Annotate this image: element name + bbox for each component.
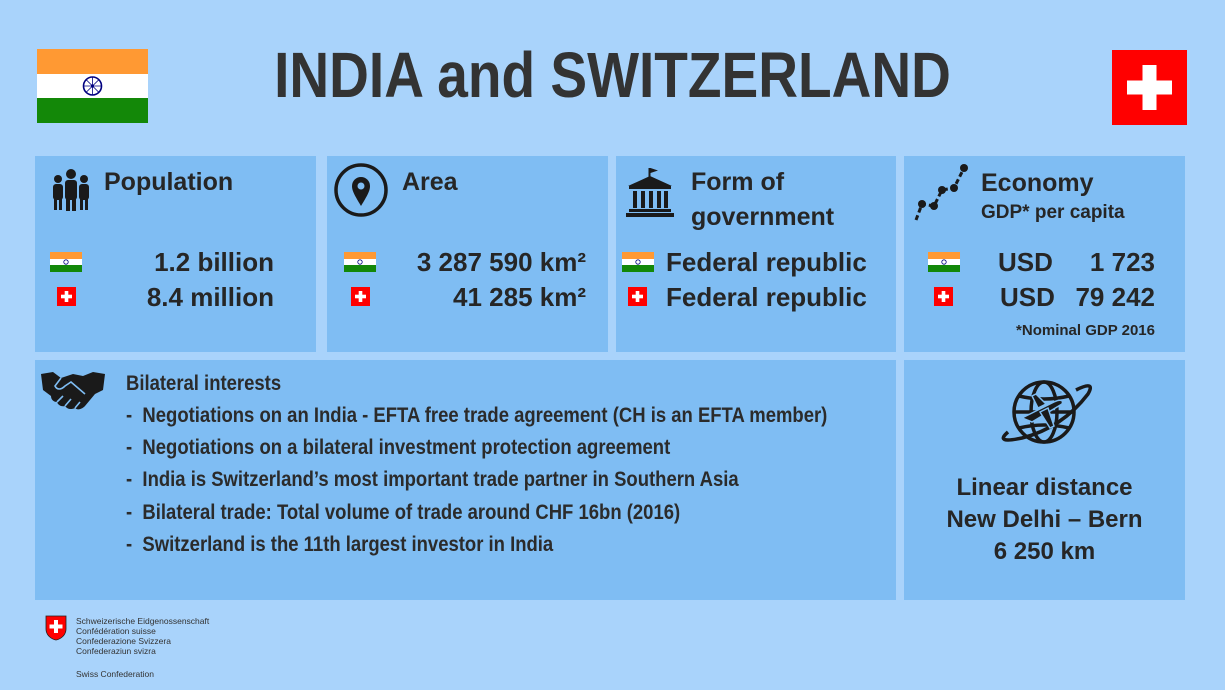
- bilateral-card: Bilateral interests - Negotiations on an…: [35, 360, 896, 600]
- switzerland-flag-small: [934, 287, 953, 306]
- switzerland-flag-small: [57, 287, 76, 306]
- india-flag-small: [344, 252, 376, 272]
- economy-india-value: 1 723: [1089, 247, 1155, 277]
- india-flag-small: [928, 252, 960, 272]
- government-heading-line2: government: [691, 203, 835, 231]
- bilateral-item: - Negotiations on an India - EFTA free t…: [126, 404, 828, 427]
- economy-card: Economy GDP* per capita USD 1 723 USD 79…: [904, 156, 1185, 352]
- economy-heading: Economy: [981, 169, 1094, 197]
- footer-line: Confederazione Svizzera: [76, 636, 171, 646]
- globe-airplane-icon: [1001, 380, 1092, 444]
- area-switzerland-value: 41 285 km²: [453, 282, 586, 312]
- area-card: Area 3 287 590 km² 41 285 km²: [327, 156, 608, 352]
- economy-subheading: GDP* per capita: [981, 202, 1125, 223]
- population-india-value: 1.2 billion: [154, 247, 274, 277]
- economy-currency-switzerland: USD: [1000, 282, 1055, 312]
- economy-currency-india: USD: [998, 247, 1053, 277]
- switzerland-flag-small: [628, 287, 647, 306]
- bilateral-item: - India is Switzerland’s most important …: [126, 468, 739, 491]
- growth-chart-icon: [914, 164, 968, 221]
- distance-line3: 6 250 km: [993, 538, 1096, 565]
- area-india-value: 3 287 590 km²: [416, 247, 586, 277]
- bilateral-heading: Bilateral interests: [126, 372, 282, 395]
- footer-line: Confédération suisse: [76, 626, 156, 636]
- handshake-icon: [41, 372, 105, 410]
- distance-text: Linear distance New Delhi – Bern 6 250 k…: [904, 472, 1185, 568]
- footer-line: Schweizerische Eidgenossenschaft: [76, 616, 210, 626]
- confederation-names: Schweizerische Eidgenossenschaft Confédé…: [76, 616, 209, 656]
- bilateral-item: - Switzerland is the 11th largest invest…: [126, 533, 554, 556]
- government-switzerland-value: Federal republic: [666, 282, 867, 312]
- government-india-value: Federal republic: [666, 247, 867, 277]
- government-card: Form of government Federal republic Fede…: [616, 156, 896, 352]
- switzerland-flag-small: [351, 287, 370, 306]
- population-switzerland-value: 8.4 million: [146, 282, 274, 312]
- map-pin-icon: [334, 163, 388, 217]
- switzerland-flag: [1112, 50, 1187, 125]
- india-flag-small: [50, 252, 82, 272]
- government-building-icon: [626, 168, 674, 217]
- footer-line: Confederaziun svizra: [76, 646, 156, 656]
- distance-line1: Linear distance: [956, 474, 1133, 501]
- distance-card: Linear distance New Delhi – Bern 6 250 k…: [904, 360, 1185, 600]
- economy-switzerland-value: 79 242: [1075, 282, 1155, 312]
- distance-line2: New Delhi – Bern: [946, 506, 1143, 533]
- government-heading-line1: Form of: [691, 168, 785, 196]
- india-flag-small: [622, 252, 654, 272]
- bilateral-item: - Negotiations on a bilateral investment…: [126, 436, 671, 459]
- page-title: INDIA and SWITZERLAND: [274, 39, 951, 111]
- india-flag: [37, 49, 148, 123]
- swiss-coat-of-arms-icon: [45, 615, 67, 641]
- economy-footnote: *Nominal GDP 2016: [1016, 322, 1155, 339]
- population-card: Population 1.2 billion 8.4 million: [35, 156, 316, 352]
- population-heading: Population: [104, 168, 234, 196]
- swiss-confederation-label: Swiss Confederation: [76, 669, 154, 679]
- bilateral-item: - Bilateral trade: Total volume of trade…: [126, 501, 681, 524]
- area-heading: Area: [402, 168, 458, 196]
- people-icon: [53, 169, 89, 211]
